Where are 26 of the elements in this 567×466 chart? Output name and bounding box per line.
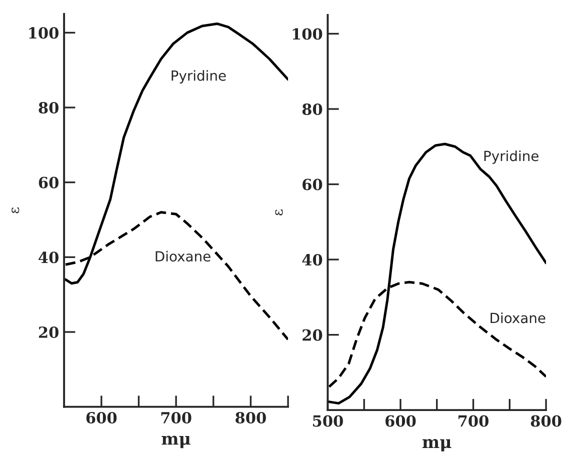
- y-axis-title: ε: [12, 207, 20, 214]
- y-tick-label: 40: [38, 252, 58, 264]
- annotation: Dioxane: [156, 250, 210, 262]
- x-tick-label: 600: [86, 412, 117, 424]
- y-tick-label: 100: [292, 28, 322, 40]
- x-tick-label: 800: [236, 412, 266, 424]
- y-tick-label: 80: [302, 103, 322, 116]
- x-tick-label: 700: [161, 412, 192, 424]
- x-axis-title: mμ: [422, 439, 452, 452]
- y-tick-label: 20: [302, 329, 322, 341]
- x-tick-label: 800: [530, 415, 562, 427]
- annotation: Pyridine: [172, 70, 226, 84]
- y-tick-label: 60: [38, 176, 58, 188]
- x-tick-label: 500: [313, 415, 343, 427]
- x-tick-label: 600: [386, 415, 416, 427]
- y-tick-label: 20: [38, 326, 58, 338]
- line-series: [328, 142, 546, 405]
- y-tick-label: 80: [38, 102, 58, 114]
- y-axis-title: ε: [275, 210, 283, 216]
- y-tick-label: 100: [29, 27, 58, 39]
- annotation: Dioxane: [490, 312, 546, 324]
- annotation: Pyridine: [484, 150, 538, 164]
- x-tick-label: 700: [458, 415, 488, 427]
- y-tick-label: 60: [302, 178, 322, 190]
- y-tick-label: 40: [302, 254, 322, 266]
- x-axis-title: mμ: [162, 436, 190, 448]
